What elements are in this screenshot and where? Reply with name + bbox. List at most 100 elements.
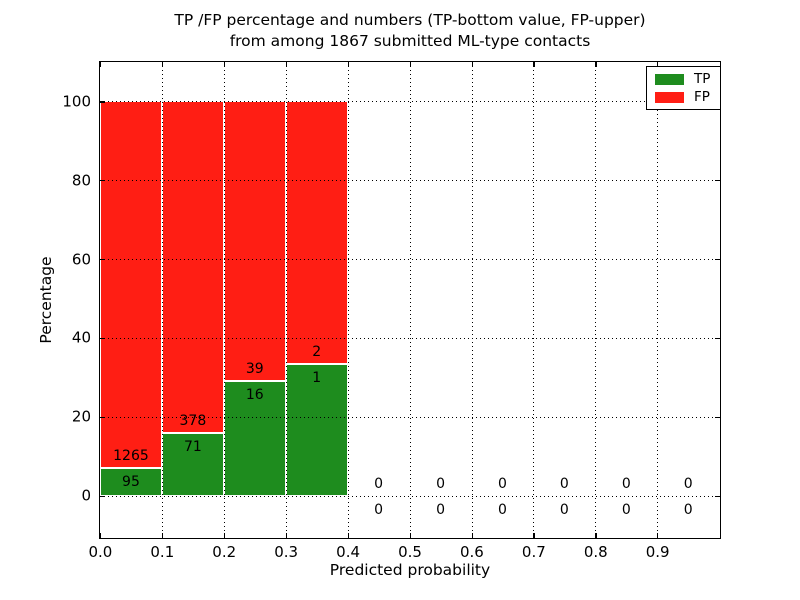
fp-count-label: 0	[559, 475, 569, 492]
legend-label-fp: FP	[694, 89, 710, 105]
fp-count-label: 0	[498, 475, 507, 492]
fp-count-label: 0	[621, 475, 631, 492]
legend-entry-tp: TP	[647, 72, 720, 86]
legend-entry-fp: FP	[647, 90, 720, 104]
vertical-gridline	[161, 62, 163, 538]
x-axis-label: Predicted probability	[329, 561, 491, 579]
x-tick	[533, 62, 535, 67]
x-tick	[223, 533, 226, 538]
legend: TP FP	[646, 66, 721, 110]
x-tick-label: 0.6	[459, 543, 484, 561]
fp-count-label: 2	[312, 344, 322, 361]
x-tick	[100, 533, 102, 538]
chart-title-line1: TP /FP percentage and numbers (TP-bottom…	[174, 11, 646, 29]
vertical-gridline	[471, 62, 473, 538]
vertical-gridline	[409, 62, 411, 538]
x-tick	[409, 533, 411, 538]
y-tick	[100, 338, 105, 340]
vertical-gridline	[347, 62, 349, 538]
fp-count-label: 0	[683, 475, 693, 492]
fp-count-label: 0	[374, 475, 384, 492]
x-tick	[347, 533, 349, 538]
tp-swatch-icon	[655, 73, 684, 85]
y-tick-label: 80	[71, 171, 91, 190]
tp-count-label: 1	[312, 370, 322, 387]
horizontal-gridline	[100, 101, 720, 103]
x-tick	[595, 62, 597, 67]
fp-bar-segment	[161, 101, 224, 434]
y-tick-label: 0	[81, 486, 91, 505]
x-tick	[223, 62, 226, 67]
x-tick	[657, 533, 659, 538]
fp-bar-segment	[285, 101, 348, 365]
x-tick-label: 0.8	[583, 543, 608, 561]
fp-count-label: 0	[436, 475, 446, 492]
chart-title: TP /FP percentage and numbers (TP-bottom…	[99, 10, 721, 52]
tp-count-label: 71	[183, 439, 202, 456]
x-tick-label: 0.2	[212, 543, 237, 561]
vertical-gridline	[657, 62, 659, 538]
vertical-gridline	[285, 62, 287, 538]
bars-layer	[100, 62, 720, 538]
horizontal-gridline	[100, 495, 720, 497]
vertical-gridline	[533, 62, 535, 538]
x-tick	[595, 533, 597, 538]
x-tick-label: 0.7	[521, 543, 546, 561]
x-tick	[161, 533, 164, 538]
grid-layer	[100, 62, 720, 538]
tp-count-label: 0	[436, 501, 446, 518]
y-tick	[715, 495, 720, 497]
x-tick-label: 0.4	[336, 543, 361, 561]
fp-bar-segment	[223, 101, 286, 382]
tp-count-label: 0	[498, 501, 507, 518]
tp-count-label: 0	[559, 501, 569, 518]
y-tick	[715, 180, 720, 182]
tp-bar-segment	[100, 468, 162, 496]
y-tick	[715, 259, 720, 261]
x-tick	[657, 62, 659, 67]
y-tick-label: 100	[62, 92, 91, 111]
x-tick	[285, 62, 287, 67]
horizontal-gridline	[100, 259, 720, 261]
fp-swatch-icon	[655, 91, 684, 103]
x-tick	[533, 533, 535, 538]
x-tick	[471, 62, 473, 67]
legend-label-tp: TP	[694, 71, 711, 87]
fp-count-label: 39	[245, 361, 264, 378]
vertical-gridline	[595, 62, 597, 538]
fp-bar-segment	[100, 101, 162, 469]
tp-count-label: 0	[621, 501, 631, 518]
x-tick	[409, 62, 411, 67]
vertical-gridline	[223, 62, 225, 538]
chart-title-line2: from among 1867 submitted ML-type contac…	[229, 32, 591, 50]
x-tick	[100, 62, 102, 67]
tp-count-label: 0	[374, 501, 384, 518]
tp-count-label: 95	[122, 474, 140, 491]
y-tick-label: 60	[71, 250, 91, 269]
x-tick	[285, 533, 287, 538]
y-tick	[715, 338, 720, 340]
x-tick	[161, 62, 164, 67]
ticks-layer	[100, 62, 720, 538]
x-tick-label: 0.3	[274, 543, 299, 561]
annotations-layer: 1265 95 378 71 39 16 2 1 0 0 0 0 0 0 0 0 0 0 0 0	[100, 62, 720, 538]
y-tick-label: 20	[71, 407, 91, 426]
y-tick	[100, 416, 105, 419]
fp-count-label: 378	[179, 413, 207, 430]
x-tick-label: 0.5	[398, 543, 422, 561]
x-tick-label: 0.0	[88, 543, 113, 561]
y-tick	[100, 495, 105, 497]
horizontal-gridline	[100, 180, 720, 182]
x-tick	[471, 533, 473, 538]
y-tick	[100, 101, 105, 103]
y-tick	[100, 180, 105, 182]
tp-count-label: 16	[245, 387, 264, 404]
y-tick	[100, 259, 105, 261]
x-tick-label: 0.9	[645, 543, 670, 561]
horizontal-gridline	[100, 416, 720, 418]
tp-count-label: 0	[683, 501, 693, 518]
fp-count-label: 1265	[113, 448, 149, 465]
x-tick	[347, 62, 349, 67]
horizontal-gridline	[100, 338, 720, 340]
